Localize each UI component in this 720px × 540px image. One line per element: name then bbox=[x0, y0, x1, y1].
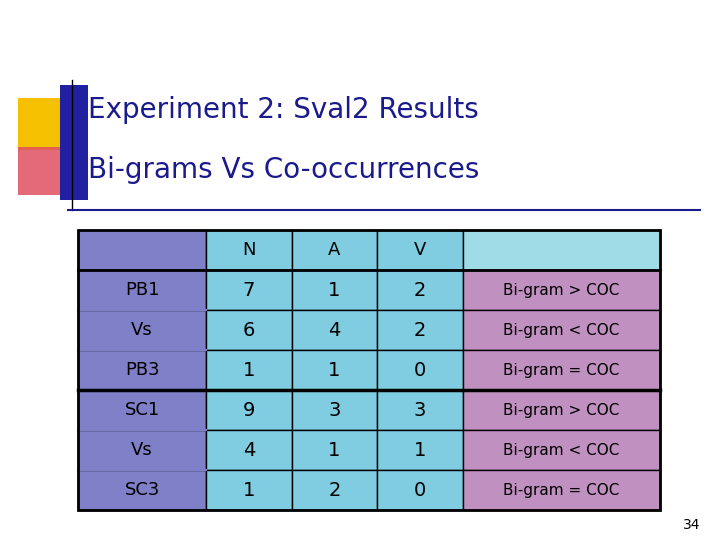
Text: Bi-gram = COC: Bi-gram = COC bbox=[503, 483, 619, 497]
Text: Vs: Vs bbox=[131, 441, 153, 459]
FancyBboxPatch shape bbox=[206, 270, 292, 310]
Text: A: A bbox=[328, 241, 341, 259]
FancyBboxPatch shape bbox=[78, 270, 206, 310]
FancyBboxPatch shape bbox=[463, 390, 660, 430]
Text: 1: 1 bbox=[243, 361, 255, 380]
FancyBboxPatch shape bbox=[78, 350, 206, 390]
FancyBboxPatch shape bbox=[292, 270, 377, 310]
FancyBboxPatch shape bbox=[78, 310, 206, 350]
FancyBboxPatch shape bbox=[292, 390, 377, 430]
FancyBboxPatch shape bbox=[377, 230, 463, 270]
Text: SC1: SC1 bbox=[125, 401, 160, 419]
FancyBboxPatch shape bbox=[18, 98, 70, 150]
Text: 6: 6 bbox=[243, 321, 255, 340]
FancyBboxPatch shape bbox=[292, 310, 377, 350]
FancyBboxPatch shape bbox=[463, 230, 660, 270]
Text: 1: 1 bbox=[328, 441, 341, 460]
FancyBboxPatch shape bbox=[463, 310, 660, 350]
FancyBboxPatch shape bbox=[377, 470, 463, 510]
Text: Bi-gram > COC: Bi-gram > COC bbox=[503, 402, 619, 417]
FancyBboxPatch shape bbox=[463, 430, 660, 470]
FancyBboxPatch shape bbox=[292, 470, 377, 510]
FancyBboxPatch shape bbox=[377, 310, 463, 350]
Text: 1: 1 bbox=[328, 361, 341, 380]
Text: SC3: SC3 bbox=[125, 481, 160, 499]
Text: 3: 3 bbox=[414, 401, 426, 420]
Text: 4: 4 bbox=[243, 441, 255, 460]
Text: Bi-gram < COC: Bi-gram < COC bbox=[503, 442, 619, 457]
FancyBboxPatch shape bbox=[206, 390, 292, 430]
Text: Vs: Vs bbox=[131, 321, 153, 339]
FancyBboxPatch shape bbox=[206, 230, 292, 270]
Text: 2: 2 bbox=[328, 481, 341, 500]
Text: N: N bbox=[242, 241, 256, 259]
Text: 1: 1 bbox=[243, 481, 255, 500]
Text: V: V bbox=[414, 241, 426, 259]
Text: 1: 1 bbox=[414, 441, 426, 460]
FancyBboxPatch shape bbox=[292, 350, 377, 390]
Text: Experiment 2: Sval2 Results: Experiment 2: Sval2 Results bbox=[88, 96, 479, 124]
Text: 3: 3 bbox=[328, 401, 341, 420]
FancyBboxPatch shape bbox=[206, 470, 292, 510]
FancyBboxPatch shape bbox=[78, 230, 206, 270]
Text: PB1: PB1 bbox=[125, 281, 159, 299]
FancyBboxPatch shape bbox=[377, 270, 463, 310]
Text: Bi-gram > COC: Bi-gram > COC bbox=[503, 282, 619, 298]
FancyBboxPatch shape bbox=[18, 147, 70, 195]
Text: Bi-gram < COC: Bi-gram < COC bbox=[503, 322, 619, 338]
FancyBboxPatch shape bbox=[377, 350, 463, 390]
Text: Bi-grams Vs Co-occurrences: Bi-grams Vs Co-occurrences bbox=[88, 156, 480, 184]
Text: 0: 0 bbox=[414, 481, 426, 500]
FancyBboxPatch shape bbox=[292, 430, 377, 470]
FancyBboxPatch shape bbox=[78, 430, 206, 470]
FancyBboxPatch shape bbox=[377, 430, 463, 470]
Text: 2: 2 bbox=[414, 280, 426, 300]
FancyBboxPatch shape bbox=[206, 350, 292, 390]
Text: 0: 0 bbox=[414, 361, 426, 380]
FancyBboxPatch shape bbox=[463, 350, 660, 390]
Text: 2: 2 bbox=[414, 321, 426, 340]
Text: Bi-gram = COC: Bi-gram = COC bbox=[503, 362, 619, 377]
FancyBboxPatch shape bbox=[292, 230, 377, 270]
Text: 9: 9 bbox=[243, 401, 255, 420]
Text: PB3: PB3 bbox=[125, 361, 159, 379]
FancyBboxPatch shape bbox=[206, 430, 292, 470]
Text: 7: 7 bbox=[243, 280, 255, 300]
FancyBboxPatch shape bbox=[78, 470, 206, 510]
FancyBboxPatch shape bbox=[78, 390, 206, 430]
Text: 1: 1 bbox=[328, 280, 341, 300]
FancyBboxPatch shape bbox=[206, 310, 292, 350]
Text: 4: 4 bbox=[328, 321, 341, 340]
FancyBboxPatch shape bbox=[60, 85, 88, 200]
FancyBboxPatch shape bbox=[463, 470, 660, 510]
FancyBboxPatch shape bbox=[377, 390, 463, 430]
Text: 34: 34 bbox=[683, 518, 700, 532]
FancyBboxPatch shape bbox=[463, 270, 660, 310]
